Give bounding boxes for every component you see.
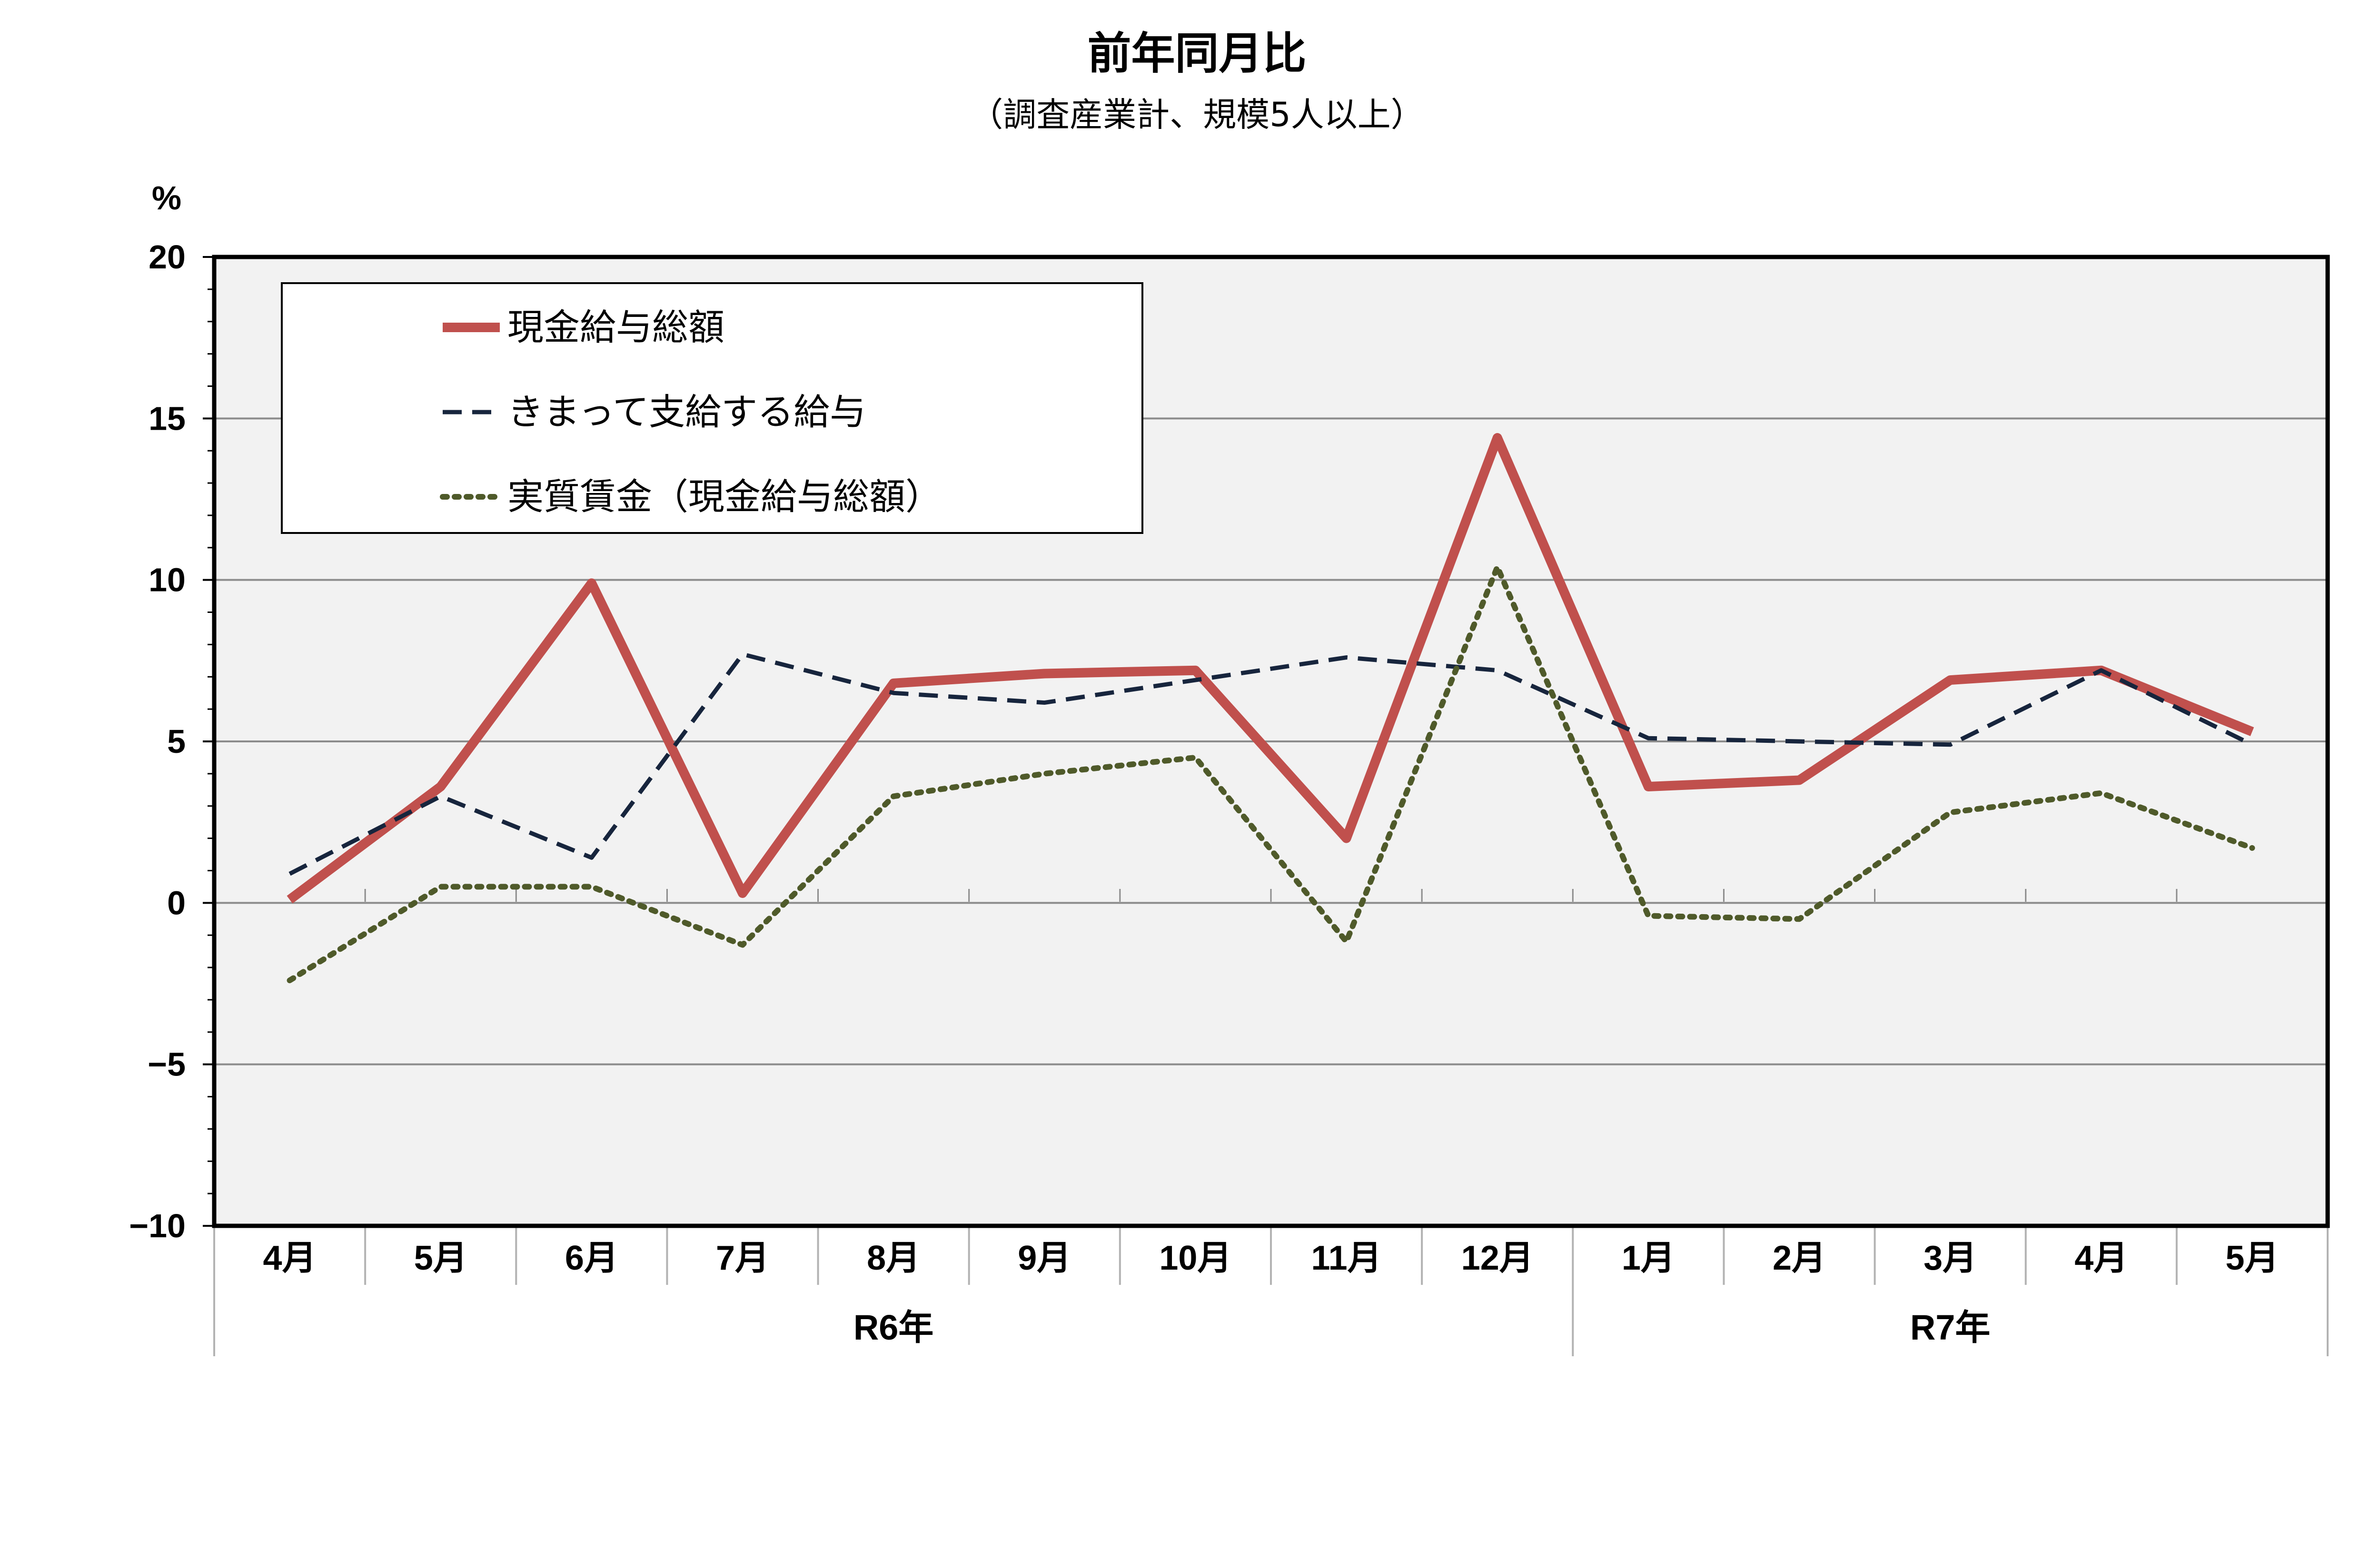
x-tick-label: 7月 <box>716 1239 769 1277</box>
x-tick-label: 3月 <box>1924 1239 1977 1277</box>
data-point <box>1799 779 1800 780</box>
x-tick-label: 11月 <box>1311 1239 1382 1277</box>
axes: 20 15 10 5 0 −5 −10% 4月 5月 6月 7月 8月 9月 10月 11月 12月 1月 2月 3… <box>129 179 2329 1356</box>
y-tick-label: 15 <box>149 400 186 437</box>
data-point <box>440 796 441 797</box>
data-point <box>2101 670 2102 671</box>
data-point <box>1799 741 1800 742</box>
legend-label-1: 現金給与総額 <box>507 307 724 348</box>
data-point <box>2101 793 2102 794</box>
chart-title: 前年同月比 <box>1087 28 1307 79</box>
data-point <box>289 899 290 900</box>
x-tick-label: 1月 <box>1622 1239 1675 1277</box>
data-point <box>1346 657 1347 658</box>
y-tick-label: −10 <box>129 1207 186 1244</box>
x-tick-label: 5月 <box>2225 1239 2279 1277</box>
gridlines <box>214 417 2328 1065</box>
x-group-label: R6年 <box>853 1308 934 1347</box>
x-tick-label: 12月 <box>1461 1239 1534 1277</box>
data-point <box>1497 567 1498 568</box>
series-line-1 <box>287 433 2254 904</box>
data-point <box>591 582 592 583</box>
y-tick-label: 20 <box>149 238 186 276</box>
data-point <box>591 886 592 887</box>
data-point <box>893 683 894 684</box>
x-tick-label: 6月 <box>565 1239 618 1277</box>
data-point <box>742 654 743 655</box>
data-point <box>1648 786 1649 787</box>
data-point <box>1044 673 1045 674</box>
x-tick-label: 8月 <box>867 1239 920 1277</box>
series-line-3 <box>287 564 2255 984</box>
data-point <box>893 692 894 693</box>
data-point <box>1497 670 1498 671</box>
data-point <box>440 886 441 887</box>
legend-label-2: きまって支給する給与 <box>507 392 866 433</box>
data-point <box>742 945 743 946</box>
data-point <box>1799 918 1800 919</box>
y-tick-label: 5 <box>167 723 186 760</box>
legend-label-3: 実質賃金（現金給与総額） <box>507 477 942 517</box>
data-point <box>1195 757 1196 758</box>
y-tick-label: 0 <box>167 884 186 921</box>
data-point <box>1346 838 1347 839</box>
series-line-2 <box>288 652 2253 876</box>
series-lines <box>287 433 2255 984</box>
data-point <box>1648 738 1649 739</box>
x-tick-label: 4月 <box>263 1239 317 1277</box>
y-unit-label: % <box>152 179 181 217</box>
y-tick-label: −5 <box>148 1046 186 1083</box>
data-point <box>440 786 441 787</box>
x-tick-label: 10月 <box>1159 1239 1231 1277</box>
data-point <box>289 980 290 981</box>
data-point <box>2251 744 2252 745</box>
chart-subtitle: （調査産業計、規模5人以上） <box>970 95 1424 134</box>
data-point <box>1648 915 1649 916</box>
legend-box <box>281 282 1143 534</box>
data-point <box>289 873 290 874</box>
data-point <box>742 893 743 894</box>
data-point <box>1950 744 1951 745</box>
x-tick-label: 5月 <box>414 1239 467 1277</box>
data-point <box>1044 702 1045 703</box>
data-point <box>1346 941 1347 942</box>
data-point <box>1195 670 1196 671</box>
plot-border <box>212 255 2330 1228</box>
data-point <box>2251 731 2252 732</box>
y-tick-label: 10 <box>149 562 186 599</box>
x-tick-label: 9月 <box>1018 1239 1071 1277</box>
data-point <box>1950 812 1951 813</box>
data-point <box>591 857 592 858</box>
data-point <box>1497 437 1498 438</box>
data-point <box>1044 773 1045 774</box>
data-point <box>893 796 894 797</box>
x-tick-label: 4月 <box>2074 1239 2128 1277</box>
x-group-label: R7年 <box>1910 1308 1991 1347</box>
x-tick-label: 2月 <box>1773 1239 1826 1277</box>
